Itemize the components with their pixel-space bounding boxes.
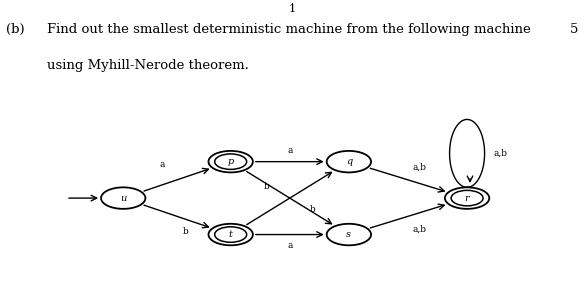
Text: b: b: [263, 182, 269, 191]
Text: a,b: a,b: [413, 224, 427, 233]
Circle shape: [326, 224, 371, 245]
Text: Find out the smallest deterministic machine from the following machine: Find out the smallest deterministic mach…: [47, 23, 530, 36]
Text: b: b: [310, 205, 316, 214]
Text: a,b: a,b: [493, 149, 507, 158]
Text: q: q: [346, 157, 352, 166]
Text: a: a: [287, 146, 293, 155]
Text: r: r: [465, 194, 470, 203]
Circle shape: [326, 151, 371, 172]
Circle shape: [208, 151, 253, 172]
Text: p: p: [228, 157, 234, 166]
Text: a,b: a,b: [413, 163, 427, 172]
Text: b: b: [183, 227, 189, 236]
Text: 5: 5: [570, 23, 578, 36]
Text: t: t: [229, 230, 232, 239]
Circle shape: [445, 187, 489, 209]
Text: 1: 1: [288, 4, 296, 14]
Text: a: a: [287, 241, 293, 250]
Text: using Myhill-Nerode theorem.: using Myhill-Nerode theorem.: [47, 59, 249, 72]
Text: (b): (b): [6, 23, 25, 36]
Circle shape: [208, 224, 253, 245]
Text: a: a: [159, 160, 165, 169]
Circle shape: [101, 187, 145, 209]
Text: u: u: [120, 194, 126, 203]
Text: s: s: [346, 230, 352, 239]
